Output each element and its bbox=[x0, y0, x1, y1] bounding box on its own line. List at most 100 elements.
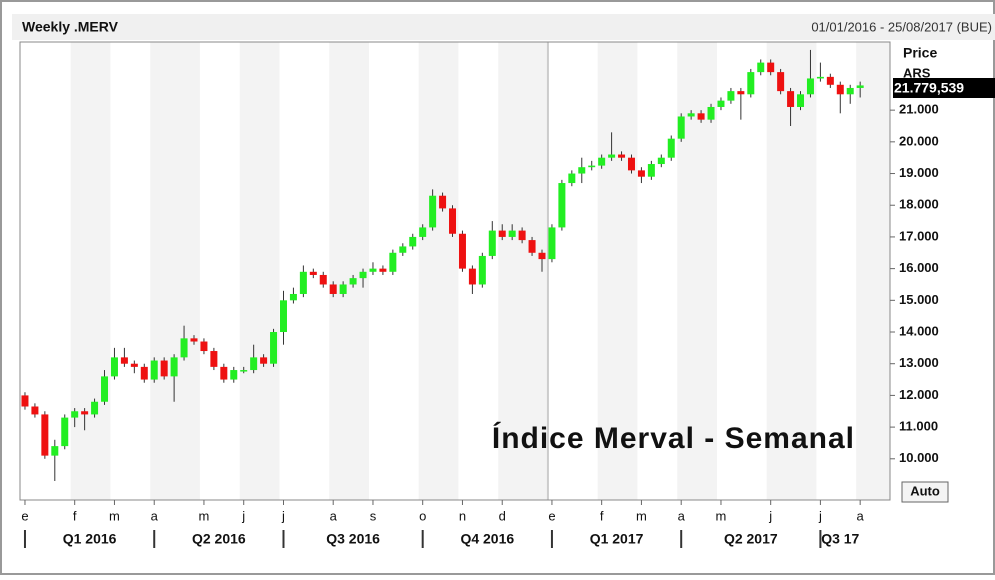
candle-body bbox=[329, 284, 337, 294]
month-band bbox=[418, 42, 459, 500]
candle-body bbox=[598, 157, 606, 166]
candle-body bbox=[657, 157, 665, 165]
x-tick-label: a bbox=[151, 508, 159, 523]
candle-body bbox=[190, 338, 198, 342]
date-range: 01/01/2016 - 25/08/2017 (BUE) bbox=[811, 19, 992, 34]
candle-body bbox=[558, 183, 566, 228]
month-band bbox=[70, 42, 111, 500]
candle-body bbox=[339, 284, 347, 294]
y-tick-label: 15.000 bbox=[899, 292, 939, 307]
candle-body bbox=[458, 233, 466, 269]
header-bar bbox=[12, 14, 995, 40]
x-tick-label: j bbox=[768, 508, 772, 523]
candle-body bbox=[389, 252, 397, 272]
month-band bbox=[150, 42, 200, 500]
candle-body bbox=[279, 300, 287, 333]
candle-body bbox=[379, 268, 387, 272]
x-tick-label: e bbox=[548, 508, 555, 523]
candle-body bbox=[160, 360, 168, 377]
x-tick-label: a bbox=[678, 508, 686, 523]
x-tick-label: m bbox=[636, 508, 647, 523]
candle-body bbox=[270, 332, 278, 364]
candle-body bbox=[797, 94, 805, 107]
candle-body bbox=[777, 72, 785, 92]
x-tick-label: j bbox=[241, 508, 245, 523]
x-tick-label: m bbox=[716, 508, 727, 523]
month-band bbox=[597, 42, 638, 500]
candle-body bbox=[429, 195, 437, 228]
candle-body bbox=[230, 370, 238, 380]
month-band bbox=[329, 42, 369, 500]
candle-body bbox=[608, 154, 616, 158]
candle-body bbox=[399, 246, 407, 253]
x-tick-label: n bbox=[459, 508, 466, 523]
candle-body bbox=[677, 116, 685, 139]
candle-body bbox=[319, 274, 327, 285]
x-tick-label: f bbox=[600, 508, 604, 523]
candle-body bbox=[369, 268, 377, 272]
candle-body bbox=[21, 395, 29, 407]
last-price-box bbox=[893, 78, 995, 98]
candle-body bbox=[816, 76, 824, 79]
candle-body bbox=[498, 230, 506, 237]
candle-body bbox=[150, 360, 158, 380]
quarter-label: Q1 2017 bbox=[590, 531, 644, 547]
quarter-label: Q3 17 bbox=[821, 531, 859, 547]
quarter-label: Q2 2017 bbox=[724, 531, 778, 547]
x-tick-label: j bbox=[281, 508, 285, 523]
y-tick-label: 21.000 bbox=[899, 102, 939, 117]
candle-body bbox=[289, 293, 297, 301]
candle-body bbox=[349, 278, 357, 285]
candle-body bbox=[548, 227, 556, 260]
candle-body bbox=[140, 366, 148, 380]
candle-body bbox=[120, 357, 128, 364]
candle-body bbox=[309, 271, 317, 275]
candle-body bbox=[518, 230, 526, 241]
x-tick-label: d bbox=[499, 508, 506, 523]
candle-body bbox=[91, 401, 99, 415]
chart-title: Weekly .MERV bbox=[22, 19, 119, 35]
candle-body bbox=[81, 411, 89, 415]
candle-body bbox=[468, 268, 476, 285]
x-tick-label: o bbox=[419, 508, 426, 523]
candle-body bbox=[806, 78, 814, 95]
candle-body bbox=[110, 357, 118, 377]
x-tick-label: m bbox=[199, 508, 210, 523]
candle-body bbox=[647, 164, 655, 177]
auto-button-label[interactable]: Auto bbox=[910, 483, 940, 498]
y-tick-label: 13.000 bbox=[899, 355, 939, 370]
quarter-label: Q4 2016 bbox=[460, 531, 514, 547]
candle-body bbox=[717, 100, 725, 107]
y-tick-label: 18.000 bbox=[899, 197, 939, 212]
candle-body bbox=[478, 255, 486, 285]
candle-body bbox=[51, 446, 59, 456]
candle-body bbox=[439, 195, 447, 209]
candle-body bbox=[637, 170, 645, 177]
candle-body bbox=[31, 406, 39, 415]
candle-body bbox=[836, 84, 844, 95]
y-axis-unit: ARS bbox=[903, 65, 931, 80]
candle-body bbox=[220, 366, 228, 380]
candle-body bbox=[210, 351, 218, 367]
candle-body bbox=[61, 417, 69, 447]
x-tick-label: a bbox=[857, 508, 865, 523]
candle-body bbox=[449, 208, 457, 234]
candle-body bbox=[409, 236, 417, 247]
candle-body bbox=[359, 271, 367, 279]
y-tick-label: 10.000 bbox=[899, 450, 939, 465]
candle-body bbox=[568, 173, 576, 184]
candle-body bbox=[200, 341, 208, 352]
auto-button[interactable] bbox=[901, 481, 949, 503]
x-tick-label: s bbox=[370, 508, 377, 523]
candle-body bbox=[240, 370, 248, 372]
y-tick-label: 17.000 bbox=[899, 228, 939, 243]
y-tick-label: 16.000 bbox=[899, 260, 939, 275]
annotation: Índice Merval - Semanal bbox=[492, 421, 855, 455]
last-price-label: 21.779,539 bbox=[894, 80, 964, 96]
candle-body bbox=[687, 113, 695, 117]
candle-body bbox=[538, 252, 546, 260]
candle-body bbox=[787, 91, 795, 107]
candle-body bbox=[180, 338, 188, 358]
